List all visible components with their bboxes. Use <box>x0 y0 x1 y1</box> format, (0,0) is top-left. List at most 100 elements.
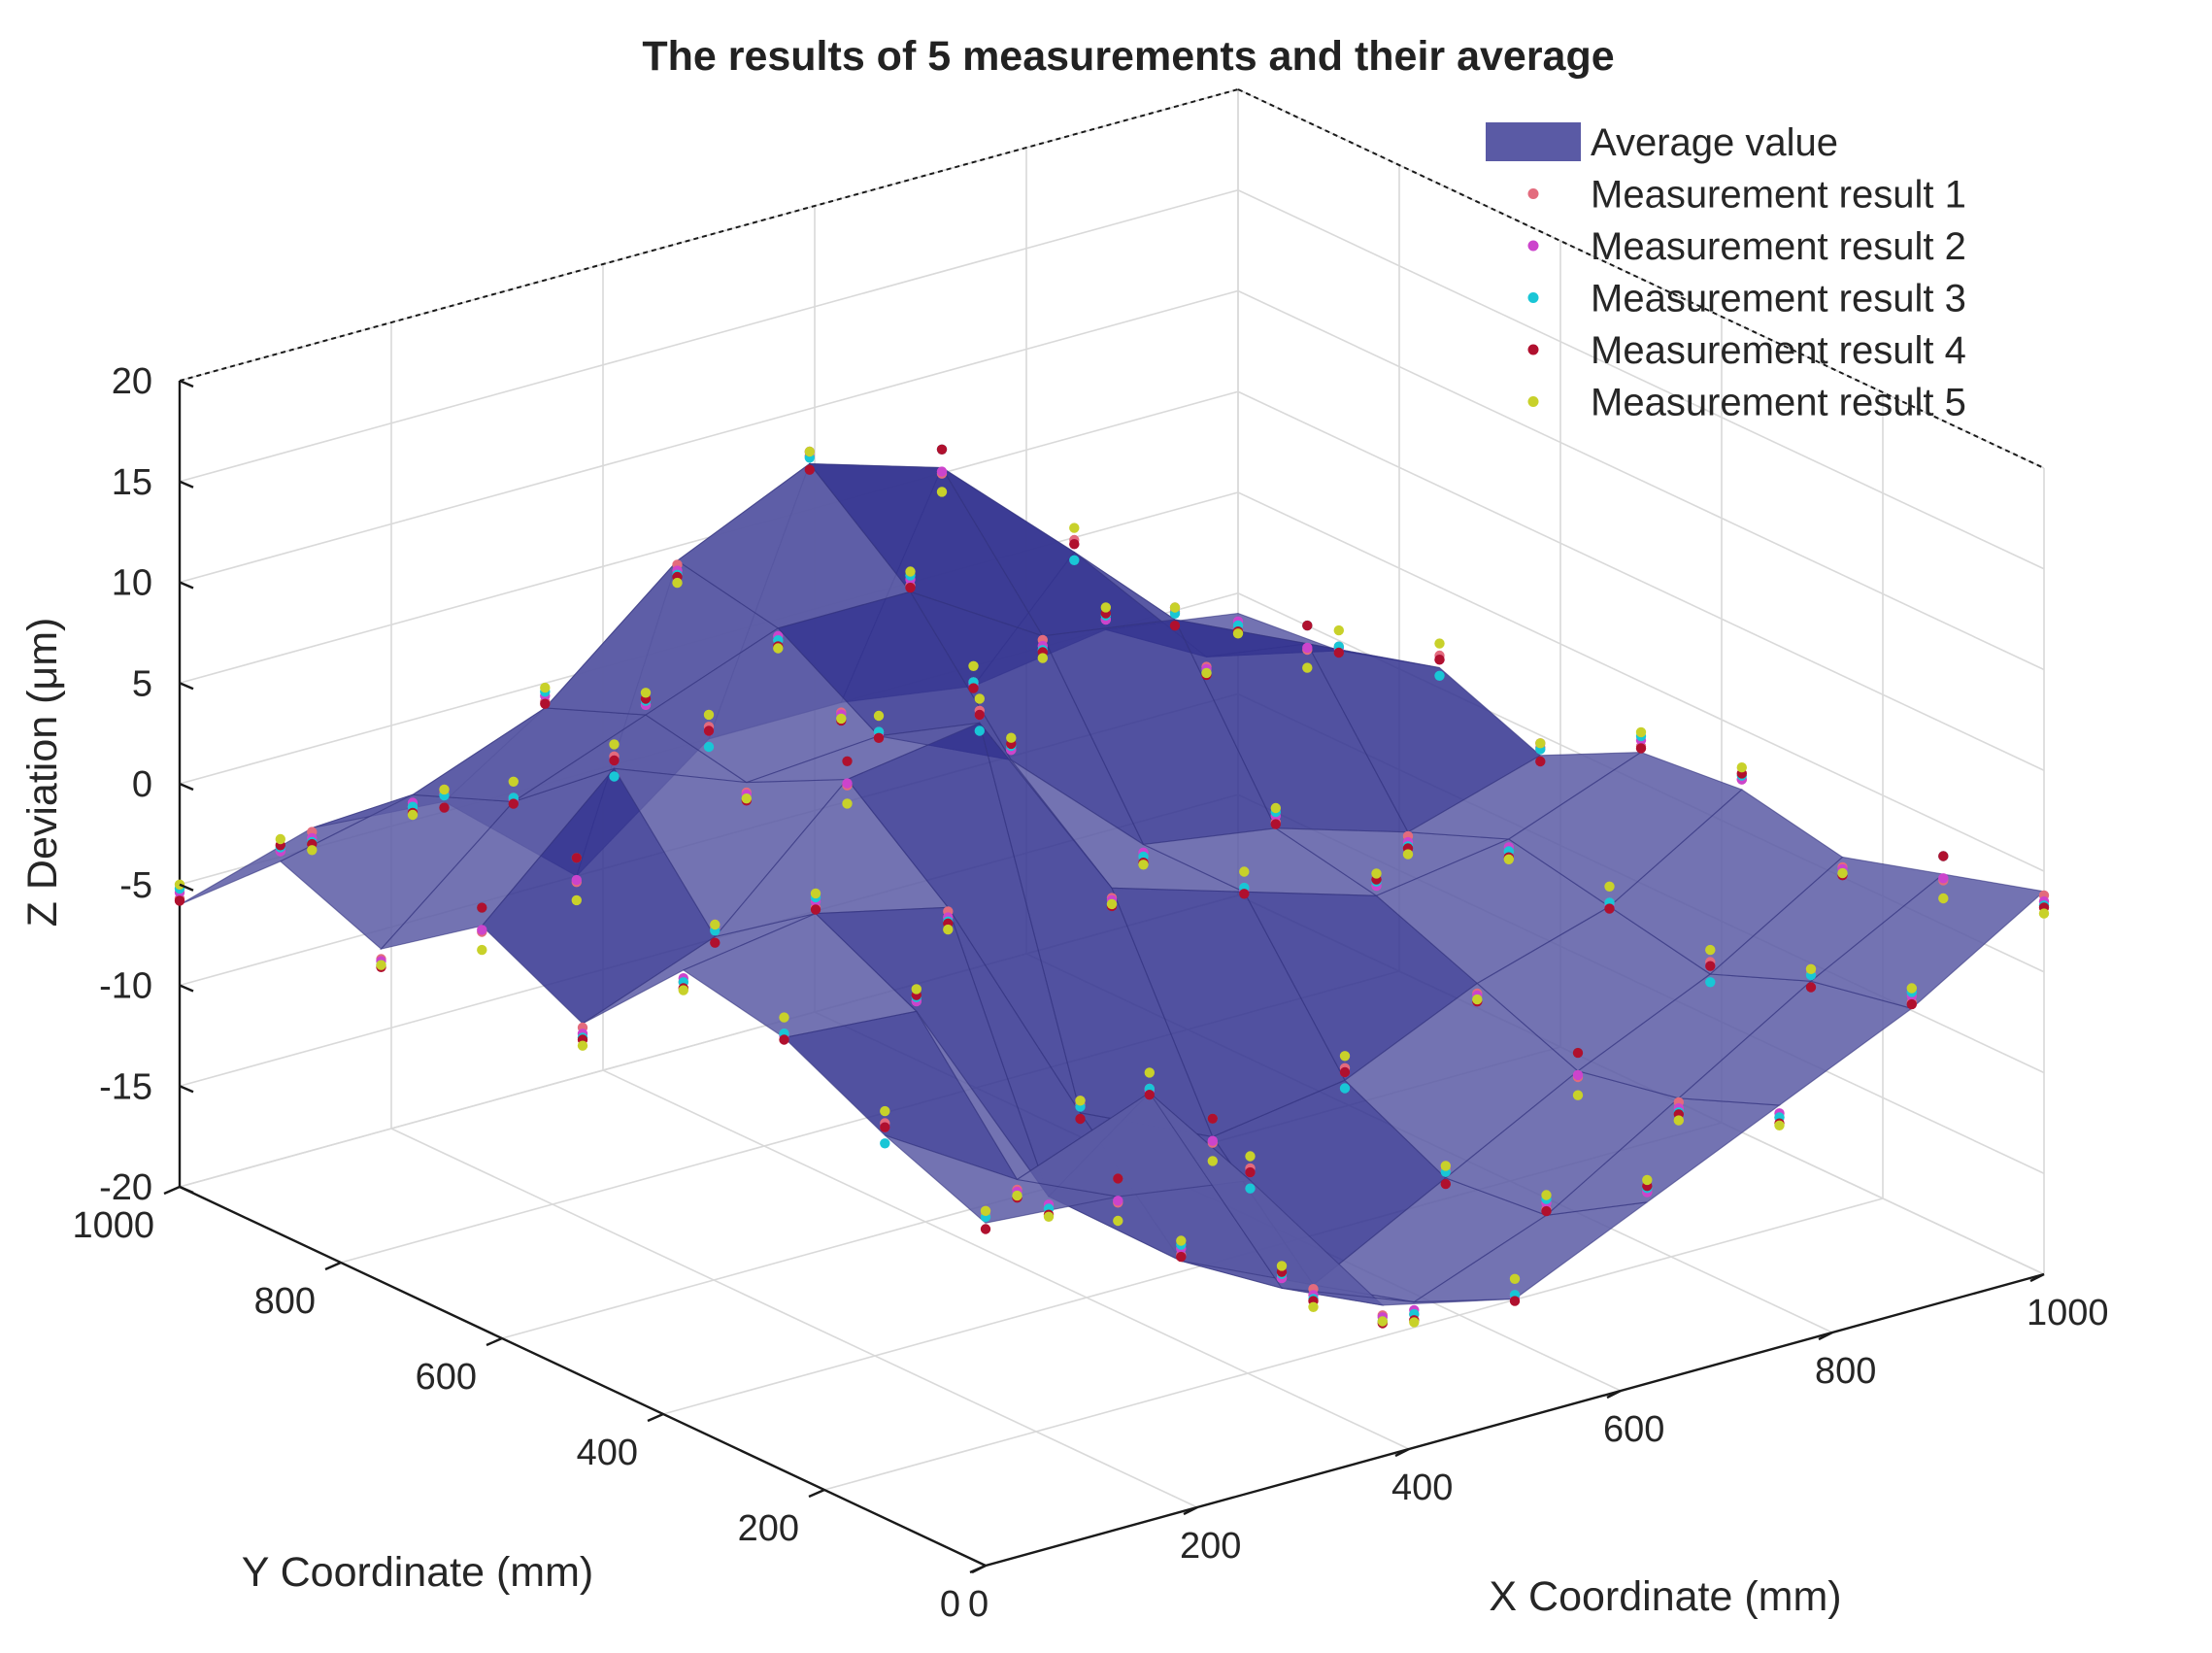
measurement-point <box>842 756 853 766</box>
z-axis-label: Z Deviation (μm) <box>19 618 66 928</box>
measurement-point <box>710 919 721 930</box>
measurement-point <box>1245 1151 1256 1162</box>
measurement-point <box>804 446 815 457</box>
measurement-point <box>439 802 450 813</box>
z-tick-mark <box>179 1185 194 1195</box>
measurement-point <box>1239 866 1250 877</box>
y-tick-mark <box>808 1488 825 1499</box>
measurement-point <box>1201 667 1212 679</box>
measurement-point <box>407 809 419 821</box>
legend-entry-label: Average value <box>1591 121 1838 164</box>
measurement-point <box>974 709 985 721</box>
measurement-point <box>571 894 582 906</box>
measurement-point <box>1276 1261 1288 1271</box>
legend-entry-label: Measurement result 5 <box>1591 382 1966 424</box>
measurement-point <box>1509 1296 1521 1306</box>
measurement-point <box>2038 908 2050 919</box>
measurement-point <box>1938 851 1949 861</box>
measurement-point <box>1377 1316 1389 1327</box>
x-tick-mark <box>1183 1505 1198 1516</box>
grid-line-side-z <box>1237 491 2045 872</box>
measurement-point <box>1270 819 1282 829</box>
measurement-point <box>1434 670 1445 681</box>
y-axis-line <box>179 1185 987 1568</box>
legend-swatch-average <box>1486 122 1581 161</box>
measurement-point <box>477 944 487 956</box>
measurement-point <box>640 688 652 698</box>
chart-title: The results of 5 measurements and their … <box>642 33 1614 80</box>
measurement-point <box>911 984 922 995</box>
measurement-point <box>1705 977 1716 988</box>
measurement-point <box>1006 732 1017 743</box>
z-tick-label: -10 <box>99 966 152 1007</box>
measurement-point <box>1805 963 1817 974</box>
measurement-point <box>1906 983 1918 994</box>
z-tick-label: -20 <box>99 1167 152 1208</box>
measurement-point <box>1239 889 1250 899</box>
measurement-point <box>1037 653 1049 663</box>
measurement-point <box>980 1205 991 1217</box>
measurement-point <box>1232 628 1244 639</box>
measurement-point <box>1673 1115 1685 1126</box>
legend-marker <box>1527 344 1539 355</box>
measurement-point <box>905 582 916 593</box>
measurement-point <box>810 888 821 899</box>
measurement-point <box>1176 1235 1187 1246</box>
measurement-point <box>1075 1096 1086 1106</box>
measurement-point <box>1339 1051 1351 1062</box>
measurement-point <box>1302 642 1313 654</box>
measurement-point <box>1113 1173 1123 1184</box>
measurement-point <box>307 845 318 856</box>
measurement-point <box>1705 961 1716 971</box>
measurement-point <box>810 904 821 915</box>
z-tick-mark <box>179 480 194 489</box>
measurement-point <box>1106 898 1118 910</box>
tick-labels: 20 15 10 5 0 -5 -10 -15 -20 0 200 400 600 800 1000 0 200… <box>72 361 2108 1625</box>
measurement-point <box>1207 1135 1219 1146</box>
measurement-point <box>577 1040 588 1051</box>
measurement-point <box>609 755 620 766</box>
measurement-point <box>710 937 721 948</box>
z-tick-mark <box>179 379 194 388</box>
y-axis-label: Y Coordinate (mm) <box>242 1549 593 1596</box>
legend-entry-label: Measurement result 2 <box>1591 225 1966 268</box>
legend-marker <box>1527 188 1539 199</box>
z-tick-mark <box>179 1085 194 1094</box>
measurement-point <box>1409 1317 1420 1328</box>
z-tick-label: -5 <box>119 865 152 906</box>
x-tick-mark <box>971 1564 987 1574</box>
measurement-point <box>873 710 885 722</box>
measurement-point <box>1535 756 1546 767</box>
measurement-point <box>741 793 752 804</box>
legend-entry-label: Measurement result 3 <box>1591 278 1966 320</box>
measurement-point <box>1604 903 1615 914</box>
measurement-point <box>1333 624 1345 636</box>
measurement-point <box>1270 802 1282 814</box>
grid-line-floor-x <box>602 1069 1410 1450</box>
legend: Average value Measurement result 1 Measure… <box>1486 121 1966 424</box>
x-tick-mark <box>2029 1272 2045 1283</box>
measurement-point <box>1012 1190 1022 1201</box>
measurement-point <box>1572 1047 1584 1059</box>
measurement-point <box>1075 1113 1086 1125</box>
measurement-point <box>571 853 582 863</box>
z-tick-label: 15 <box>112 462 152 503</box>
z-tick-label: 0 <box>132 764 152 805</box>
grid-line-side-z <box>1237 88 2045 469</box>
grid-line-back-z <box>179 289 1239 584</box>
average-surface <box>179 461 2046 1306</box>
x-tick-mark <box>1394 1447 1410 1458</box>
grid-line-side-z <box>1237 390 2045 771</box>
measurement-point <box>1705 944 1716 956</box>
measurement-point <box>804 464 815 475</box>
measurement-point <box>1144 1090 1156 1100</box>
measurement-point <box>1169 621 1181 631</box>
measurement-point <box>1472 994 1483 1005</box>
grid-line-side-z <box>1237 189 2045 570</box>
legend-marker <box>1527 240 1539 252</box>
measurement-point <box>1169 602 1181 613</box>
measurement-point <box>873 732 885 743</box>
z-tick-label: 10 <box>112 563 152 604</box>
measurement-point <box>974 693 985 704</box>
